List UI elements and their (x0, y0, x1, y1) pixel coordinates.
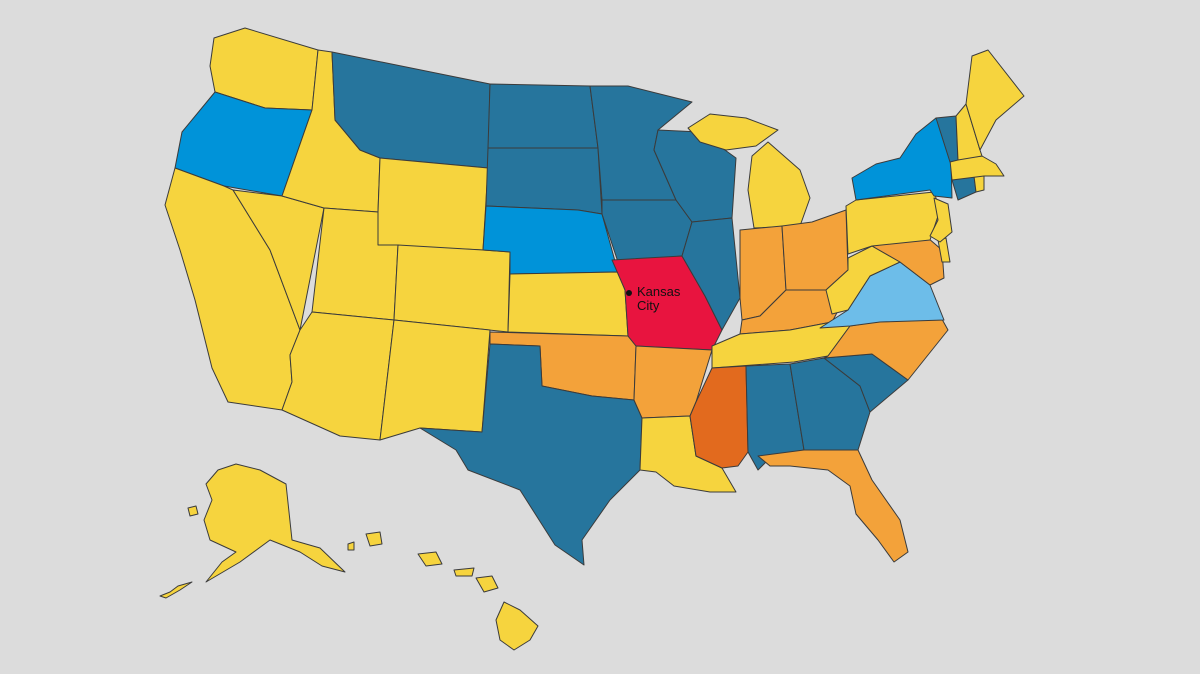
state-rhode-island (973, 175, 985, 193)
state-alaska-islands (159, 581, 193, 599)
state-florida (757, 449, 909, 563)
state-maine (965, 49, 1025, 151)
city-dot (626, 290, 632, 296)
state-south-dakota (485, 147, 603, 215)
city-label-line2: City (637, 298, 660, 313)
state-colorado (393, 244, 511, 333)
state-alaska-island (187, 505, 199, 517)
state-new-jersey (929, 197, 953, 243)
state-michigan-upper (687, 113, 779, 151)
state-new-mexico (379, 319, 491, 441)
state-kansas (507, 271, 629, 337)
state-hawaii-niihau (347, 541, 355, 551)
state-illinois (681, 217, 741, 331)
state-texas (419, 343, 643, 566)
city-label-line1: Kansas (637, 284, 681, 299)
state-north-dakota (487, 83, 599, 149)
city-marker-kansas-city: Kansas City (626, 284, 681, 313)
state-wyoming (377, 157, 489, 251)
state-nevada (232, 189, 325, 331)
state-hawaii-kauai (365, 531, 383, 547)
state-michigan (747, 141, 811, 229)
state-hawaii-molokai (453, 567, 475, 577)
state-hawaii-big-island (495, 601, 539, 651)
state-new-hampshire (955, 103, 983, 161)
state-iowa (601, 199, 693, 263)
state-hawaii-maui (475, 575, 499, 593)
state-alaska (203, 463, 346, 583)
state-hawaii-oahu (417, 551, 443, 567)
